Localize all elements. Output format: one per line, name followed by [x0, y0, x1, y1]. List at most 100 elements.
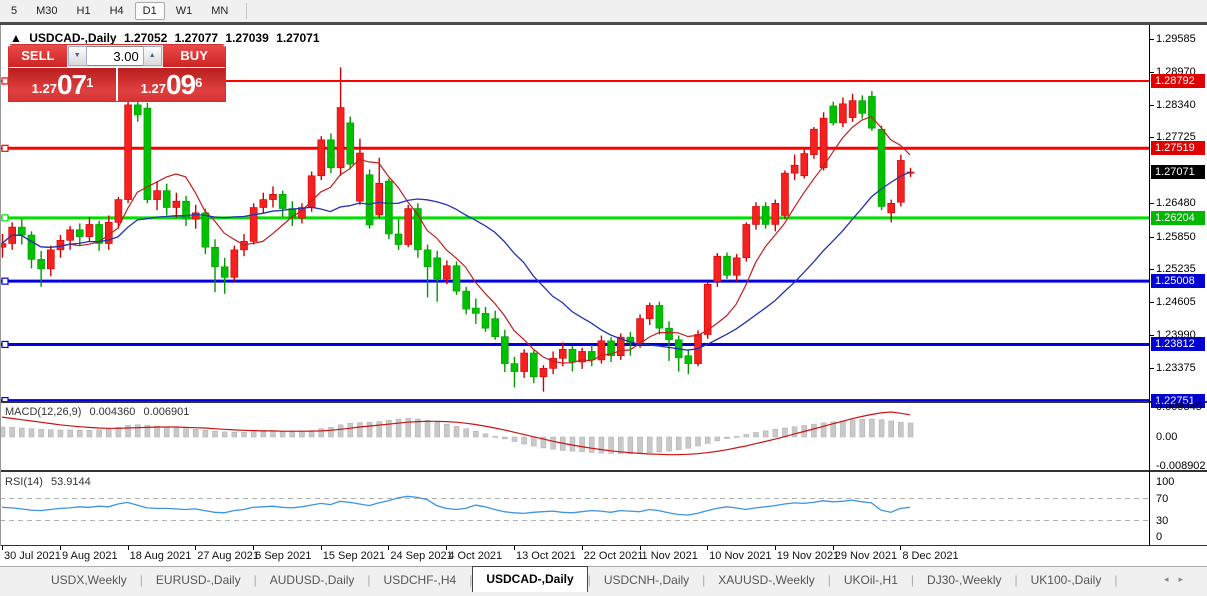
macd-bar: [521, 436, 527, 445]
macd-histogram: [0, 418, 914, 454]
chart-tab-ukoil-h1[interactable]: UKOil-,H1: [843, 572, 898, 587]
timeframe-button-H1[interactable]: H1: [76, 5, 91, 17]
chart-tab-usdchf-h4[interactable]: USDCHF-,H4: [383, 572, 457, 587]
panel-separator[interactable]: [0, 470, 1207, 472]
date-axis-label: 13 Oct 2021: [515, 550, 576, 562]
timeframe-button-W1[interactable]: W1: [175, 5, 193, 17]
macd-bar: [820, 422, 827, 438]
price-chart[interactable]: [0, 25, 1149, 401]
candle-body: [906, 171, 915, 174]
tab-scroll-right-icon[interactable]: ▸: [1178, 574, 1193, 584]
macd-bar: [550, 436, 556, 450]
support-resistance-lines[interactable]: [0, 77, 1149, 401]
macd-value-signal: 0.006901: [143, 406, 190, 418]
macd-bar: [241, 431, 247, 438]
date-axis-label: 24 Sep 2021: [390, 550, 453, 562]
line-anchor[interactable]: [1, 340, 9, 349]
chart-tab-eurusd-daily[interactable]: EURUSD-,Daily: [155, 572, 241, 587]
macd-bar: [453, 426, 460, 438]
macd-bar: [221, 431, 228, 438]
tab-separator: |: [910, 572, 915, 587]
line-anchor[interactable]: [1, 144, 9, 152]
timeframe-button-M30[interactable]: M30: [36, 5, 58, 17]
candle-body: [491, 318, 499, 337]
candle-body: [133, 104, 142, 116]
volume-input[interactable]: [86, 46, 143, 66]
bottom-edge: [0, 592, 1207, 596]
sell-button[interactable]: SELL: [9, 45, 67, 67]
line-anchor[interactable]: [1, 396, 9, 401]
candle-body: [558, 349, 567, 359]
symbol-collapse-icon[interactable]: ▲: [10, 31, 22, 45]
toolbar-separator: [246, 3, 248, 19]
candle-body: [800, 153, 809, 177]
candle-body: [868, 96, 876, 129]
macd-axis-label: 0.00: [1156, 431, 1178, 443]
volume-increase-icon[interactable]: ▲: [142, 46, 162, 66]
timeframe-button-D1[interactable]: D1: [134, 2, 165, 20]
price-tick: [1149, 335, 1154, 337]
macd-bar: [0, 426, 6, 438]
timeframe-button-5[interactable]: 5: [11, 5, 18, 17]
candle-body: [85, 224, 94, 237]
line-anchor[interactable]: [1, 214, 9, 222]
price-axis-label: 1.24605: [1156, 296, 1196, 309]
ma-fast-line: [1, 115, 911, 364]
candle-body: [462, 290, 470, 310]
trade-panel-prices: 1.27 07 1 1.27 09 6: [9, 67, 225, 101]
macd-bar: [733, 436, 740, 438]
macd-bar: [907, 422, 914, 438]
macd-bar: [888, 420, 894, 438]
volume-decrease-icon[interactable]: ▼: [67, 46, 87, 66]
sell-price-box[interactable]: 1.27 07 1: [9, 68, 116, 101]
chart-tab-audusd-daily[interactable]: AUDUSD-,Daily: [269, 572, 355, 587]
macd-bar: [772, 429, 779, 438]
chart-tab-usdx-weekly[interactable]: USDX,Weekly: [51, 572, 127, 587]
macd-panel[interactable]: [0, 403, 1149, 470]
chart-tab-dj30-weekly[interactable]: DJ30-,Weekly: [927, 572, 1002, 587]
line-price-label: 1.25008: [1151, 274, 1205, 289]
price-axis-label: 1.23375: [1156, 361, 1196, 374]
current-price-label: 1.27071: [1151, 165, 1205, 180]
macd-bar: [405, 418, 411, 438]
macd-bar: [357, 422, 363, 438]
date-axis-label: 1 Nov 2021: [641, 550, 698, 562]
ohlc-low: 1.27039: [225, 31, 269, 45]
candle-body: [877, 128, 886, 207]
candle-body: [510, 363, 519, 372]
rsi-panel[interactable]: [0, 472, 1149, 545]
timeframe-button-H4[interactable]: H4: [109, 5, 124, 17]
buy-price-box[interactable]: 1.27 09 6: [118, 68, 225, 101]
candle-body: [539, 368, 548, 378]
date-axis-label: 4 Oct 2021: [448, 550, 503, 562]
candle-body: [230, 249, 239, 278]
candle-body: [394, 233, 403, 245]
price-axis-label: 1.28340: [1156, 98, 1196, 111]
panel-separator[interactable]: [0, 401, 1207, 403]
candle-body: [452, 265, 461, 292]
chart-tab-usdcnh-daily[interactable]: USDCNH-,Daily: [603, 572, 690, 587]
candle-body: [703, 283, 712, 335]
candle-body: [27, 234, 36, 260]
price-axis-label: 1.25850: [1156, 230, 1196, 243]
chart-tab-uk100-daily[interactable]: UK100-,Daily: [1030, 572, 1102, 587]
macd-bar: [192, 429, 199, 438]
macd-bar: [743, 434, 750, 438]
candle-body: [819, 117, 828, 169]
chart-left-border: [0, 25, 1, 566]
macd-bar: [202, 430, 209, 438]
timeframe-button-MN[interactable]: MN: [211, 5, 229, 17]
candle-body: [790, 164, 799, 174]
macd-bar: [86, 430, 93, 438]
tab-scroll-left-icon[interactable]: ◂: [1163, 574, 1179, 584]
line-anchor[interactable]: [1, 277, 9, 285]
macd-bar: [77, 430, 83, 438]
buy-button[interactable]: BUY: [163, 45, 226, 67]
chart-tab-usdcad-daily[interactable]: USDCAD-,Daily: [472, 566, 588, 592]
tab-separator: |: [702, 572, 706, 587]
candle-body: [278, 193, 287, 209]
candle-body: [75, 229, 84, 237]
macd-bar: [38, 429, 44, 438]
macd-bar: [656, 436, 663, 453]
chart-tab-xauusd-weekly[interactable]: XAUUSD-,Weekly: [718, 572, 815, 587]
